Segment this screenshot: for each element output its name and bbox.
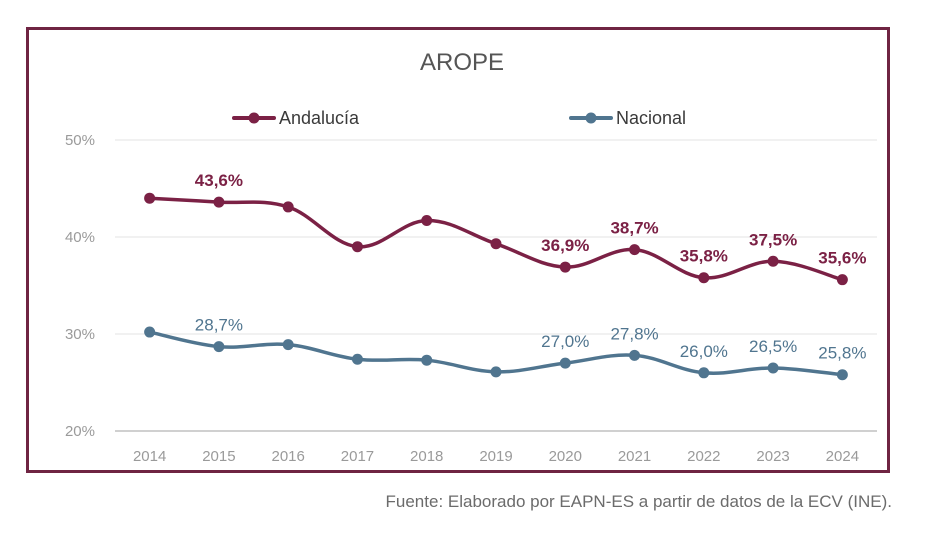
y-axis: 20% 30% 40% 50%	[65, 132, 95, 440]
data-label-nacional: 26,5%	[749, 337, 797, 356]
data-labels: 43,6% 36,9% 38,7% 35,8% 37,5% 35,6% 28,7% 27,0%…	[195, 171, 867, 363]
data-label-nacional: 27,8%	[610, 324, 658, 343]
data-point-nacional	[836, 369, 848, 381]
data-point-andalucia	[282, 201, 294, 213]
grid	[115, 139, 877, 432]
data-point-nacional	[421, 354, 433, 366]
x-tick-label: 2017	[341, 448, 374, 465]
chart-title: AROPE	[420, 49, 504, 76]
legend: Andalucía Nacional	[232, 108, 686, 128]
data-point-nacional	[698, 367, 710, 379]
legend-marker-andalucia	[248, 112, 260, 124]
chart-area: AROPE Andalucía Nacional 20% 30% 40% 50% 201…	[65, 49, 877, 465]
x-tick-label: 2019	[479, 448, 512, 465]
y-tick-label: 40%	[65, 229, 95, 246]
data-point-andalucia	[698, 272, 710, 284]
data-point-nacional	[213, 341, 225, 353]
x-tick-label: 2016	[271, 448, 304, 465]
series-layer	[144, 192, 848, 381]
y-tick-label: 50%	[65, 132, 95, 149]
x-tick-label: 2020	[549, 448, 582, 465]
legend-label-nacional: Nacional	[616, 108, 686, 128]
data-point-nacional	[490, 366, 502, 378]
x-tick-label: 2022	[687, 448, 720, 465]
data-point-andalucia	[144, 192, 156, 204]
x-tick-label: 2024	[826, 448, 859, 465]
data-point-andalucia	[351, 241, 363, 253]
data-point-andalucia	[490, 238, 502, 250]
y-tick-label: 20%	[65, 423, 95, 440]
legend-label-andalucia: Andalucía	[279, 108, 360, 128]
x-tick-label: 2023	[756, 448, 789, 465]
legend-marker-nacional	[585, 112, 597, 124]
data-label-nacional: 26,0%	[680, 342, 728, 361]
data-point-nacional	[282, 339, 294, 351]
data-point-andalucia	[629, 244, 641, 256]
x-tick-label: 2014	[133, 448, 166, 465]
data-label-nacional: 27,0%	[541, 332, 589, 351]
data-label-andalucia: 37,5%	[749, 230, 797, 249]
data-label-andalucia: 36,9%	[541, 236, 589, 255]
x-tick-label: 2021	[618, 448, 651, 465]
y-tick-label: 30%	[65, 326, 95, 343]
data-point-andalucia	[767, 255, 779, 267]
data-label-andalucia: 35,8%	[680, 247, 728, 266]
x-tick-label: 2018	[410, 448, 443, 465]
data-label-andalucia: 35,6%	[818, 249, 866, 268]
data-point-nacional	[629, 349, 641, 361]
data-label-nacional: 28,7%	[195, 316, 243, 335]
source-note: Fuente: Elaborado por EAPN-ES a partir d…	[385, 492, 892, 511]
data-label-nacional: 25,8%	[818, 344, 866, 363]
data-point-nacional	[767, 362, 779, 374]
data-point-andalucia	[213, 196, 225, 208]
x-tick-label: 2015	[202, 448, 235, 465]
data-point-andalucia	[836, 274, 848, 286]
data-point-nacional	[559, 357, 571, 369]
data-label-andalucia: 38,7%	[610, 219, 658, 238]
data-point-nacional	[351, 353, 363, 365]
data-label-andalucia: 43,6%	[195, 171, 243, 190]
x-axis: 2014 2015 2016 2017 2018 2019 2020 2021 2022 2023…	[133, 448, 859, 465]
data-point-nacional	[144, 326, 156, 338]
data-point-andalucia	[421, 215, 433, 227]
data-point-andalucia	[559, 261, 571, 273]
chart-frame: AROPE Andalucía Nacional 20% 30% 40% 50% 201…	[26, 27, 890, 473]
